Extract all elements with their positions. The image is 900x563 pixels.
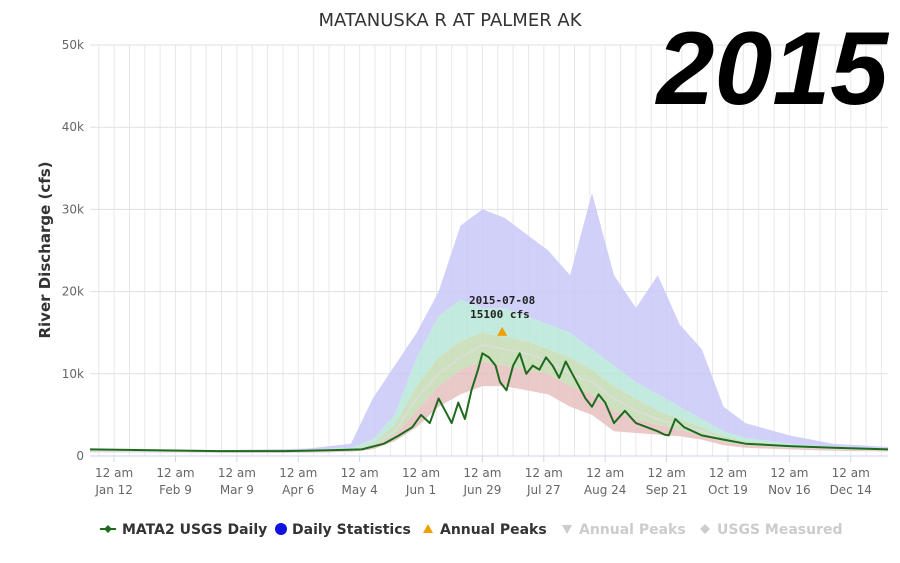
legend-circle-icon <box>275 523 287 535</box>
x-tick-label: Oct 19 <box>708 483 748 497</box>
x-tick-label: Jun 29 <box>463 483 502 497</box>
min-band <box>90 361 888 453</box>
x-tick-label: Dec 14 <box>830 483 872 497</box>
legend-item-label[interactable]: Annual Peaks <box>579 522 686 538</box>
legend: MATA2 USGS Daily Daily Statistics Annual P… <box>100 522 843 538</box>
x-tick-label: 12 am <box>463 466 501 480</box>
observed-series <box>89 352 889 453</box>
x-tick-label: Mar 9 <box>220 483 254 497</box>
x-tick-label: 12 am <box>525 466 563 480</box>
observed-line <box>89 352 889 453</box>
legend-diamond-icon <box>104 525 112 533</box>
legend-diamond-icon <box>700 524 710 534</box>
y-tick-label: 30k <box>62 202 84 216</box>
legend-item-label[interactable]: Annual Peaks <box>440 522 547 538</box>
x-tick-label: Jul 27 <box>526 483 561 497</box>
legend-item-label[interactable]: MATA2 USGS Daily <box>122 522 267 538</box>
legend-item-label[interactable]: USGS Measured <box>717 522 843 538</box>
legend-item-label[interactable]: Daily Statistics <box>292 522 411 538</box>
legend-triangle-down-icon <box>562 525 572 534</box>
x-tick-label: 12 am <box>279 466 317 480</box>
p90-band <box>90 299 888 452</box>
statistics-bands <box>89 193 889 453</box>
x-tick-label: May 4 <box>342 483 378 497</box>
x-tick-label: Feb 9 <box>159 483 192 497</box>
x-tick-label: 12 am <box>648 466 686 480</box>
x-tick-label: 12 am <box>709 466 747 480</box>
x-tick-label: 12 am <box>770 466 808 480</box>
x-tick-label: Nov 16 <box>768 483 811 497</box>
legend-triangle-up-icon <box>423 524 433 533</box>
year-label: 2015 <box>655 11 891 127</box>
x-tick-label: 12 am <box>832 466 870 480</box>
x-tick-label: 12 am <box>156 466 194 480</box>
x-tick-label: 12 am <box>95 466 133 480</box>
p75-band <box>90 332 888 453</box>
y-tick-label: 0 <box>76 449 84 463</box>
x-tick-label: 12 am <box>402 466 440 480</box>
x-tick-label: Jan 12 <box>94 483 133 497</box>
max-band <box>90 193 888 452</box>
x-tick-label: Sep 21 <box>646 483 688 497</box>
y-tick-label: 20k <box>62 285 84 299</box>
y-axis-label: River Discharge (cfs) <box>36 161 54 338</box>
annual-peak-marker <box>497 326 508 336</box>
x-tick-label: Jun 1 <box>405 483 436 497</box>
x-tick-label: 12 am <box>586 466 624 480</box>
chart-title: MATANUSKA R AT PALMER AK <box>318 10 582 31</box>
peak-date-label: 2015-07-08 <box>469 294 535 307</box>
peak-value-label: 15100 cfs <box>470 308 530 321</box>
x-tick-label: Aug 24 <box>584 483 627 497</box>
y-tick-label: 50k <box>62 38 84 52</box>
y-tick-label: 40k <box>62 120 84 134</box>
axes: 0 10k 20k 30k 40k 50k 12 am Jan 12 12 am Feb 9 12 … <box>62 38 888 497</box>
x-tick-label: 12 am <box>341 466 379 480</box>
x-tick-label: Apr 6 <box>282 483 314 497</box>
x-tick-label: 12 am <box>218 466 256 480</box>
y-tick-label: 10k <box>62 367 84 381</box>
